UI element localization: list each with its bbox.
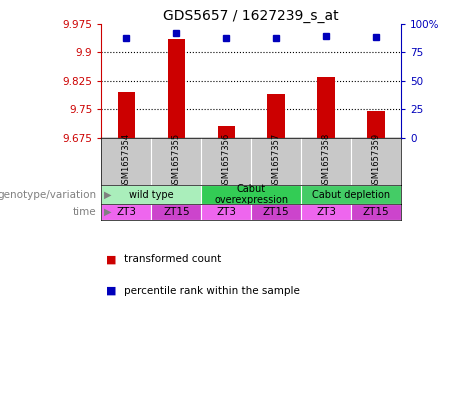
Text: Cabut
overexpression: Cabut overexpression — [214, 184, 288, 205]
Text: wild type: wild type — [129, 189, 174, 200]
Bar — [218, 126, 235, 138]
Bar — [301, 204, 351, 220]
Text: time: time — [73, 207, 97, 217]
Text: ▶: ▶ — [104, 207, 111, 217]
Bar — [168, 39, 185, 138]
Bar — [301, 185, 401, 204]
Text: GSM1657357: GSM1657357 — [272, 133, 281, 189]
Text: ■: ■ — [106, 254, 117, 264]
Text: GSM1657359: GSM1657359 — [372, 133, 381, 189]
Bar — [118, 92, 135, 138]
Bar — [367, 111, 385, 138]
Text: transformed count: transformed count — [124, 254, 222, 264]
Bar — [101, 185, 201, 204]
Text: ▶: ▶ — [104, 189, 111, 200]
Text: ZT15: ZT15 — [263, 207, 290, 217]
Text: GSM1657356: GSM1657356 — [222, 133, 231, 189]
Text: GSM1657354: GSM1657354 — [122, 133, 131, 189]
Text: ■: ■ — [106, 286, 117, 296]
Bar — [251, 204, 301, 220]
Text: ZT15: ZT15 — [163, 207, 189, 217]
Bar — [101, 204, 151, 220]
Text: genotype/variation: genotype/variation — [0, 189, 97, 200]
Bar — [201, 204, 251, 220]
Bar — [351, 204, 401, 220]
Text: percentile rank within the sample: percentile rank within the sample — [124, 286, 301, 296]
Text: ZT3: ZT3 — [316, 207, 336, 217]
Bar — [318, 77, 335, 138]
Text: ZT3: ZT3 — [116, 207, 136, 217]
Bar — [151, 204, 201, 220]
Title: GDS5657 / 1627239_s_at: GDS5657 / 1627239_s_at — [164, 9, 339, 22]
Bar — [267, 94, 285, 138]
Text: GSM1657358: GSM1657358 — [322, 133, 331, 189]
Text: ZT3: ZT3 — [216, 207, 236, 217]
Text: GSM1657355: GSM1657355 — [172, 133, 181, 189]
Text: ZT15: ZT15 — [363, 207, 390, 217]
Bar — [201, 185, 301, 204]
Text: Cabut depletion: Cabut depletion — [312, 189, 390, 200]
